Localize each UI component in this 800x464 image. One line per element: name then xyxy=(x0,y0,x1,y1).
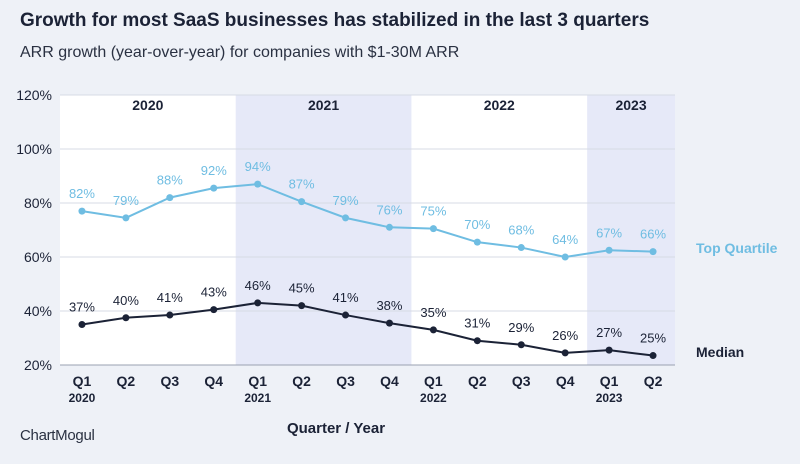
x-year-label: 2020 xyxy=(69,391,96,405)
data-point-top-quartile xyxy=(605,246,613,254)
data-point-median xyxy=(78,321,86,328)
x-tick-label: Q3 xyxy=(160,373,179,389)
data-label-top-quartile: 68% xyxy=(508,223,534,238)
x-tick-label: Q3 xyxy=(336,373,355,389)
year-band-2023 xyxy=(587,95,675,365)
y-tick-label: 40% xyxy=(24,303,52,319)
x-tick-label: Q1 xyxy=(73,373,92,389)
data-label-top-quartile: 67% xyxy=(596,225,622,240)
year-band-label-2023: 2023 xyxy=(615,97,646,113)
data-label-top-quartile: 76% xyxy=(376,202,402,217)
data-point-median xyxy=(605,346,613,354)
data-point-median xyxy=(561,349,569,357)
data-point-top-quartile xyxy=(210,184,218,192)
y-tick-label: 20% xyxy=(24,357,52,373)
x-tick-label: Q2 xyxy=(644,373,663,389)
data-label-top-quartile: 66% xyxy=(640,227,666,242)
chart-title: Growth for most SaaS businesses has stab… xyxy=(20,10,650,31)
data-label-median: 43% xyxy=(201,285,227,300)
data-point-median xyxy=(210,306,218,314)
x-year-label: 2023 xyxy=(596,391,623,405)
x-tick-label: Q1 xyxy=(424,373,443,389)
x-tick-label: Q2 xyxy=(117,373,136,389)
y-tick-label: 100% xyxy=(16,141,52,157)
x-tick-label: Q4 xyxy=(204,373,223,389)
data-point-top-quartile xyxy=(429,225,437,233)
chart-subtitle: ARR growth (year-over-year) for companie… xyxy=(20,44,460,61)
data-label-top-quartile: 94% xyxy=(245,159,271,174)
data-label-top-quartile: 64% xyxy=(552,232,578,247)
x-tick-label: Q1 xyxy=(600,373,619,389)
data-point-median xyxy=(649,352,657,360)
year-band-label-2022: 2022 xyxy=(484,97,515,113)
data-label-median: 35% xyxy=(420,305,446,320)
data-point-median xyxy=(166,311,174,319)
data-point-median xyxy=(473,337,481,345)
data-label-top-quartile: 88% xyxy=(157,173,183,188)
data-label-median: 41% xyxy=(157,290,183,305)
data-label-median: 46% xyxy=(245,278,271,293)
data-label-top-quartile: 79% xyxy=(113,193,139,208)
data-label-top-quartile: 70% xyxy=(464,217,490,232)
data-point-top-quartile xyxy=(561,253,569,261)
data-point-median xyxy=(385,319,393,327)
data-point-median xyxy=(517,341,525,349)
data-point-top-quartile xyxy=(649,248,657,256)
data-point-top-quartile xyxy=(298,198,306,206)
data-label-top-quartile: 92% xyxy=(201,163,227,178)
data-point-top-quartile xyxy=(517,244,525,252)
data-point-median xyxy=(342,311,350,319)
data-point-top-quartile xyxy=(166,194,174,202)
data-point-top-quartile xyxy=(385,223,393,231)
data-label-median: 29% xyxy=(508,320,534,335)
data-point-top-quartile xyxy=(78,207,86,215)
data-point-top-quartile xyxy=(122,214,130,222)
legend-median: Median xyxy=(696,344,744,360)
data-label-top-quartile: 87% xyxy=(289,177,315,192)
x-tick-label: Q2 xyxy=(292,373,311,389)
data-point-top-quartile xyxy=(473,238,481,246)
data-label-top-quartile: 79% xyxy=(333,193,359,208)
x-tick-label: Q1 xyxy=(248,373,267,389)
data-point-top-quartile xyxy=(254,180,262,188)
data-label-median: 27% xyxy=(596,325,622,340)
y-tick-label: 80% xyxy=(24,195,52,211)
x-tick-label: Q4 xyxy=(380,373,399,389)
data-point-median xyxy=(254,299,262,307)
data-point-top-quartile xyxy=(342,214,350,222)
data-label-median: 26% xyxy=(552,328,578,343)
y-tick-label: 120% xyxy=(16,87,52,103)
data-label-median: 41% xyxy=(333,290,359,305)
data-label-median: 40% xyxy=(113,293,139,308)
year-band-2021 xyxy=(235,95,412,365)
year-band-label-2020: 2020 xyxy=(132,97,163,113)
data-label-median: 37% xyxy=(69,300,95,315)
x-tick-label: Q3 xyxy=(512,373,531,389)
data-label-top-quartile: 82% xyxy=(69,186,95,201)
data-point-median xyxy=(429,326,437,334)
data-label-median: 31% xyxy=(464,316,490,331)
x-year-label: 2021 xyxy=(244,391,271,405)
data-label-median: 45% xyxy=(289,281,315,296)
x-year-label: 2022 xyxy=(420,391,447,405)
x-tick-label: Q4 xyxy=(556,373,575,389)
x-axis-label: Quarter / Year xyxy=(287,420,385,437)
data-point-median xyxy=(298,302,306,310)
legend-top-quartile: Top Quartile xyxy=(696,240,778,256)
data-label-top-quartile: 75% xyxy=(420,204,446,219)
x-tick-label: Q2 xyxy=(468,373,487,389)
year-band-label-2021: 2021 xyxy=(308,97,339,113)
series-line-median xyxy=(81,301,654,357)
data-label-median: 25% xyxy=(640,331,666,346)
series-line-top-quartile xyxy=(81,183,654,259)
data-point-median xyxy=(122,314,130,322)
data-label-median: 38% xyxy=(376,298,402,313)
y-tick-label: 60% xyxy=(24,249,52,265)
chartmogul-logo: ChartMogul xyxy=(20,427,95,444)
